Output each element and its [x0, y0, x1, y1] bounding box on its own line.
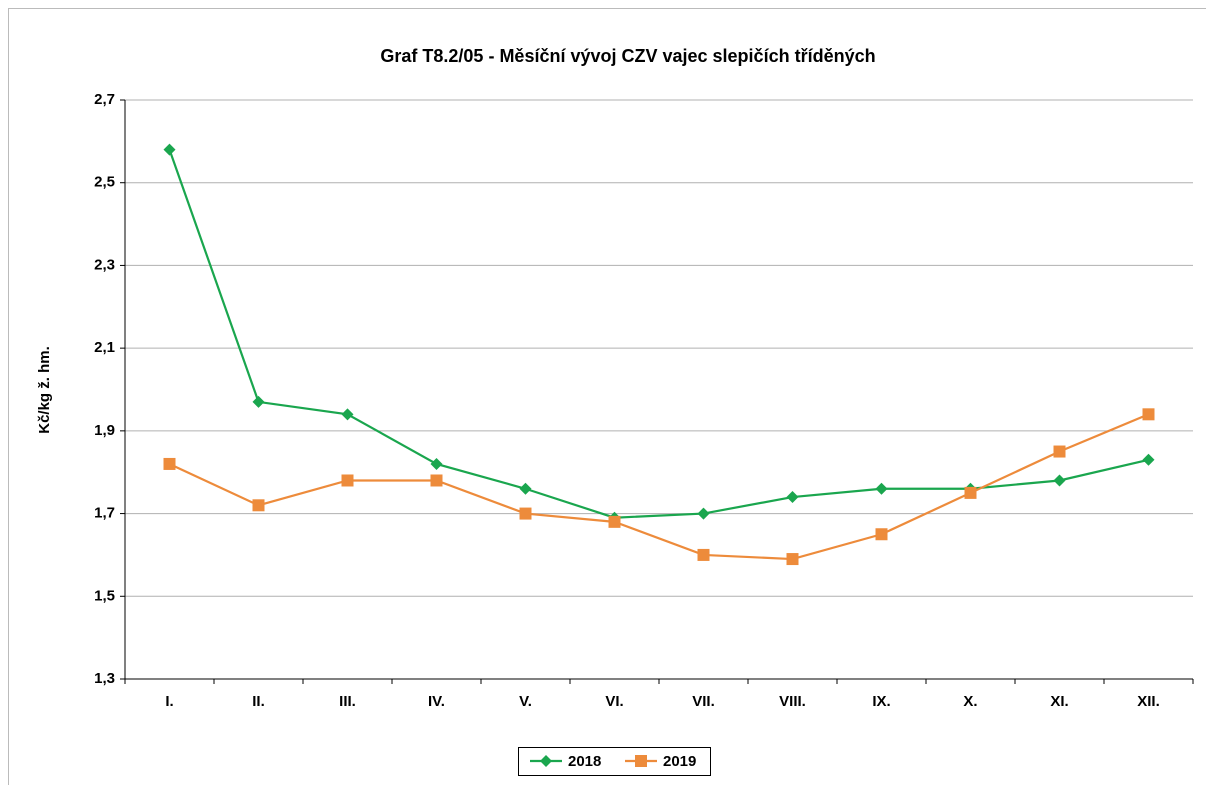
x-tick-label: VI. — [605, 693, 623, 710]
y-tick-label: 2,5 — [94, 174, 115, 191]
x-tick-label: VIII. — [779, 693, 806, 710]
marker — [1053, 474, 1066, 487]
x-tick-label: II. — [252, 693, 265, 710]
marker — [1142, 453, 1155, 466]
x-tick-label: VII. — [692, 693, 715, 710]
marker — [519, 507, 532, 520]
y-tick-label: 1,7 — [94, 505, 115, 522]
marker — [786, 553, 799, 566]
chart-title: Graf T8.2/05 - Měsíční vývoj CZV vajec s… — [380, 46, 875, 66]
x-tick-label: XII. — [1137, 693, 1160, 710]
marker — [252, 499, 265, 512]
marker — [608, 515, 621, 528]
x-tick-label: X. — [963, 693, 977, 710]
legend-label: 2018 — [568, 753, 601, 770]
marker — [875, 528, 888, 541]
line — [169, 413, 1149, 561]
marker — [540, 755, 552, 767]
legend-label: 2019 — [663, 753, 696, 770]
x-tick-label: IX. — [872, 693, 890, 710]
marker — [697, 507, 710, 520]
marker — [1053, 445, 1066, 458]
marker — [875, 482, 888, 495]
y-tick-label: 1,9 — [94, 422, 115, 439]
x-tick-label: IV. — [428, 693, 445, 710]
x-tick-label: III. — [339, 693, 356, 710]
marker — [341, 474, 354, 487]
marker — [964, 486, 977, 499]
marker — [1142, 408, 1155, 421]
y-tick-label: 1,3 — [94, 670, 115, 687]
y-tick-label: 2,3 — [94, 256, 115, 273]
marker — [430, 474, 443, 487]
marker — [430, 457, 443, 470]
y-tick-label: 2,7 — [94, 91, 115, 108]
marker — [252, 395, 265, 408]
chart-border — [8, 8, 1206, 785]
marker — [519, 482, 532, 495]
x-tick-label: XI. — [1050, 693, 1068, 710]
marker — [163, 457, 176, 470]
line — [168, 149, 1149, 519]
y-axis-label: Kč/kg ž. hm. — [36, 346, 53, 434]
x-tick-label: V. — [519, 693, 532, 710]
marker — [786, 491, 799, 504]
marker — [163, 143, 176, 156]
y-tick-label: 2,1 — [94, 339, 115, 356]
marker — [697, 548, 710, 561]
marker — [341, 408, 354, 421]
y-tick-label: 1,5 — [94, 587, 115, 604]
x-tick-label: I. — [165, 693, 173, 710]
marker — [635, 755, 647, 767]
